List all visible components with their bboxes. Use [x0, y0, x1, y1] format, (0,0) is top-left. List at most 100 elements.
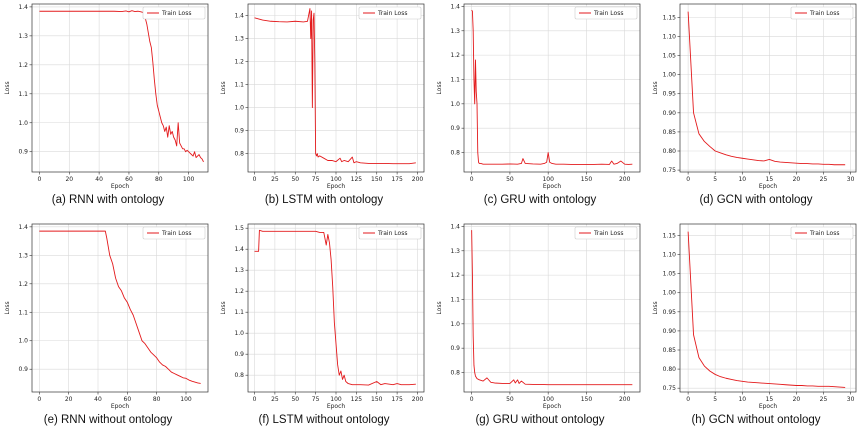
x-tick-label: 100 — [542, 176, 554, 183]
x-tick-label: 20 — [793, 396, 801, 403]
x-tick-label: 30 — [847, 176, 855, 183]
x-tick-label: 200 — [619, 396, 631, 403]
y-tick-label: 1.1 — [18, 91, 28, 98]
chart-svg-e: 0 20 40 60 80 100 0.9 1.0 1.1 1.2 1.3 1.4 Epoch Loss T… — [4, 223, 209, 410]
y-axis-label: Loss — [4, 81, 11, 94]
x-tick-label: 100 — [180, 396, 192, 403]
chart-panel-h: 0 5 10 15 20 25 30 0.75 0.80 0.85 0.90 0.95 1.00 1.05… — [648, 220, 864, 440]
legend-box — [142, 6, 206, 20]
plot-frame — [463, 3, 641, 173]
y-tick-label: 1.05 — [663, 271, 677, 278]
x-tick-label: 50 — [291, 176, 299, 183]
figure-caption: (c) GRU with ontology — [483, 194, 597, 206]
y-tick-label: 0.9 — [18, 149, 28, 156]
y-tick-label: 1.3 — [234, 267, 244, 274]
x-axis-label: Epoch — [543, 403, 562, 410]
y-axis-label: Loss — [436, 81, 443, 94]
series-line-train-loss — [254, 229, 416, 386]
x-tick-label: 25 — [820, 176, 828, 183]
figure-caption: (d) GCN with ontology — [699, 194, 813, 206]
plot-frame — [679, 223, 857, 393]
y-tick-label: 0.8 — [234, 372, 244, 379]
plot-frame — [463, 223, 641, 393]
y-tick-label: 1.2 — [450, 272, 460, 279]
y-tick-label: 1.15 — [663, 14, 677, 21]
x-tick-label: 0 — [38, 176, 42, 183]
y-tick-label: 1.4 — [18, 4, 28, 11]
figure-caption: (f) LSTM without ontology — [258, 414, 390, 426]
y-tick-label: 1.2 — [234, 59, 244, 66]
x-axis-label: Epoch — [327, 183, 346, 190]
legend-label: Train Loss — [161, 230, 191, 237]
x-tick-label: 0 — [253, 176, 257, 183]
x-tick-label: 125 — [351, 176, 363, 183]
y-tick-label: 1.1 — [234, 82, 244, 89]
y-tick-label: 1.3 — [450, 248, 460, 255]
x-tick-label: 0 — [470, 176, 474, 183]
x-tick-label: 175 — [391, 396, 403, 403]
chart-panel-d: 0 5 10 15 20 25 30 0.75 0.80 0.85 0.90 0.95 1.00 1.05… — [648, 0, 864, 220]
x-tick-label: 50 — [291, 396, 299, 403]
y-tick-label: 0.95 — [663, 309, 677, 316]
figure-caption: (e) RNN without ontology — [43, 414, 173, 426]
chart-panel-a: 0 20 40 60 80 100 0.9 1.0 1.1 1.2 1.3 1.4 Epoch Loss T… — [0, 0, 216, 220]
x-axis-label: Epoch — [543, 183, 562, 190]
plot-frame — [679, 3, 857, 173]
y-tick-label: 1.0 — [234, 105, 244, 112]
legend-label: Train Loss — [377, 230, 407, 237]
series-line-train-loss — [687, 11, 846, 166]
y-tick-label: 1.0 — [18, 120, 28, 127]
legend-label: Train Loss — [377, 10, 407, 17]
y-axis-label: Loss — [652, 81, 659, 94]
x-tick-label: 60 — [124, 396, 132, 403]
y-tick-label: 0.85 — [663, 347, 677, 354]
y-tick-label: 1.4 — [18, 224, 28, 231]
x-tick-label: 40 — [95, 176, 103, 183]
chart-panel-c: 0 50 100 150 200 0.8 0.9 1.0 1.1 1.2 1.3 1.4 Epoch Lo… — [432, 0, 648, 220]
x-axis-label: Epoch — [111, 403, 130, 410]
chart-panel-f: 0 25 50 75 100 125 150 175 200 0.8 0.9 1.0 1.1 1.2 1.3… — [216, 220, 432, 440]
x-tick-label: 0 — [470, 396, 474, 403]
series-line-train-loss — [471, 9, 633, 165]
y-tick-label: 0.75 — [663, 167, 677, 174]
legend-box — [574, 226, 638, 240]
y-axis-label: Loss — [220, 81, 227, 94]
y-tick-label: 1.10 — [663, 252, 677, 259]
legend-box — [790, 226, 854, 240]
series-line-train-loss — [39, 230, 201, 384]
chart-panel-g: 0 50 100 150 200 0.8 0.9 1.0 1.1 1.2 1.3 1.4 Epoch Lo… — [432, 220, 648, 440]
figure-caption: (a) RNN with ontology — [51, 194, 165, 206]
x-tick-label: 80 — [153, 396, 161, 403]
y-tick-label: 1.4 — [450, 3, 460, 10]
x-tick-label: 60 — [125, 176, 133, 183]
chart-svg-b: 0 25 50 75 100 125 150 175 200 0.8 0.9 1.0 1.1 1.2 1.3… — [220, 3, 425, 190]
y-tick-label: 1.4 — [450, 223, 460, 230]
x-tick-label: 0 — [253, 396, 257, 403]
x-tick-label: 175 — [391, 176, 403, 183]
x-axis-label: Epoch — [759, 183, 778, 190]
y-tick-label: 0.9 — [450, 125, 460, 132]
x-axis-label: Epoch — [327, 403, 346, 410]
x-tick-label: 150 — [371, 396, 383, 403]
chart-svg-a: 0 20 40 60 80 100 0.9 1.0 1.1 1.2 1.3 1.4 Epoch Loss T… — [4, 3, 209, 190]
y-tick-label: 1.4 — [234, 13, 244, 20]
x-tick-label: 50 — [506, 396, 514, 403]
series-line-train-loss — [39, 10, 204, 163]
y-tick-label: 1.0 — [450, 321, 460, 328]
y-tick-label: 0.90 — [663, 110, 677, 117]
series-line-train-loss — [687, 231, 846, 388]
x-tick-label: 20 — [65, 396, 73, 403]
y-tick-label: 1.1 — [450, 76, 460, 83]
y-tick-label: 0.80 — [663, 148, 677, 155]
y-tick-label: 0.8 — [450, 370, 460, 377]
y-tick-label: 0.80 — [663, 366, 677, 373]
y-tick-label: 1.0 — [450, 101, 460, 108]
plot-frame — [31, 223, 209, 393]
legend-label: Train Loss — [593, 10, 623, 17]
y-tick-label: 1.3 — [18, 252, 28, 259]
x-axis-label: Epoch — [759, 403, 778, 410]
figure-caption: (g) GRU without ontology — [475, 414, 605, 426]
y-tick-label: 1.1 — [450, 296, 460, 303]
x-tick-label: 0 — [686, 176, 690, 183]
x-tick-label: 0 — [37, 396, 41, 403]
